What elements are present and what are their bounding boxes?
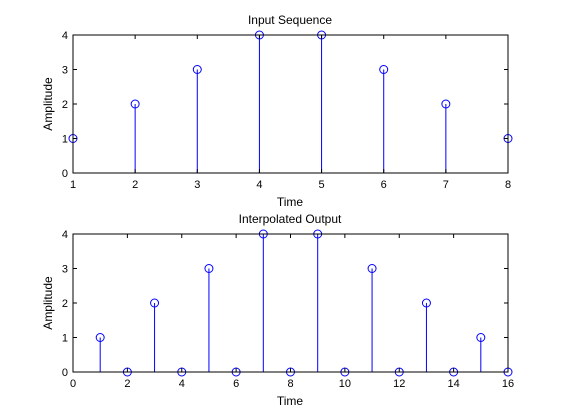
x-tick-label: 5	[319, 179, 325, 191]
axes-box	[72, 34, 509, 174]
plot-title: Input Sequence	[248, 13, 332, 27]
x-tick-label: 6	[381, 179, 387, 191]
y-tick-label: 0	[62, 168, 68, 180]
y-axis-label: Amplitude	[41, 276, 55, 330]
stem-marker	[204, 264, 214, 273]
x-axis-label: Time	[277, 394, 304, 408]
x-tick-label: 6	[233, 378, 239, 390]
input-sequence-plot: Input Sequence Time Amplitude 1 2 3 4 5 6 7 801…	[41, 13, 513, 209]
axes-box	[72, 233, 509, 373]
stem-marker	[379, 65, 389, 74]
stem-marker	[421, 298, 431, 308]
x-tick-label: 0	[70, 378, 76, 390]
x-tick-label: 10	[339, 378, 351, 390]
stem-marker	[130, 99, 140, 109]
y-tick-label: 2	[62, 99, 68, 111]
x-tick-label: 8	[287, 378, 293, 390]
y-tick-label: 4	[62, 229, 68, 241]
x-tick-label: 2	[124, 378, 130, 390]
x-tick-label: 7	[443, 179, 449, 191]
y-tick-label: 1	[62, 333, 68, 345]
stem-marker	[441, 99, 451, 109]
x-tick-label: 4	[256, 179, 262, 191]
stem-marker	[476, 333, 486, 342]
x-tick-label: 8	[505, 179, 511, 191]
x-tick-label: 3	[194, 179, 200, 191]
x-tick-label: 2	[132, 179, 138, 191]
stem-marker	[95, 333, 105, 342]
x-tick-label: 16	[502, 378, 514, 390]
y-tick-label: 4	[62, 30, 68, 42]
stem-marker	[367, 264, 377, 273]
y-tick-label: 3	[62, 264, 68, 276]
x-axis-label: Time	[277, 195, 304, 209]
y-tick-label: 2	[62, 298, 68, 310]
plot-title: Interpolated Output	[239, 212, 342, 226]
y-axis-label: Amplitude	[41, 77, 55, 131]
y-tick-label: 1	[62, 134, 68, 146]
y-tick-label: 3	[62, 65, 68, 77]
stem-marker	[150, 298, 160, 308]
interpolated-output-plot: Interpolated Output Time Amplitude 0 2 4 6 8…	[41, 212, 514, 408]
x-tick-label: 1	[70, 179, 76, 191]
x-tick-label: 14	[448, 378, 460, 390]
y-tick-label: 0	[62, 367, 68, 379]
stem-marker	[192, 65, 202, 74]
x-tick-label: 4	[179, 378, 185, 390]
x-tick-label: 12	[393, 378, 405, 390]
